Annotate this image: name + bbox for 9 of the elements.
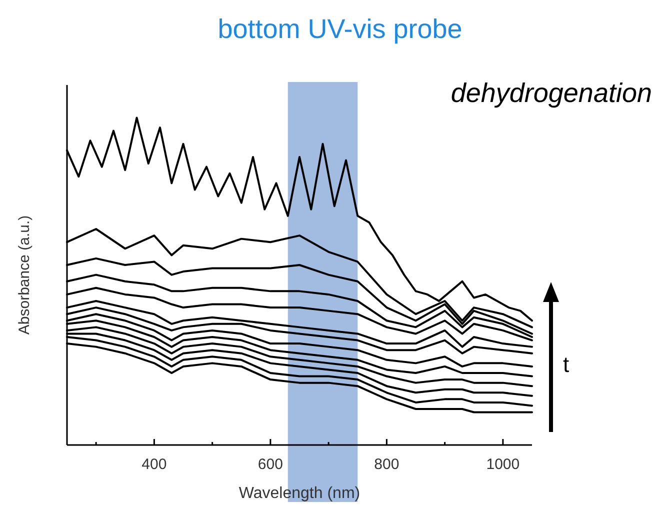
x-tick-label: 600 [258, 456, 283, 473]
x-tick-label: 1000 [486, 456, 520, 473]
text: dehydrogenation [450, 78, 652, 108]
x-tick-label: 800 [374, 456, 400, 473]
y-axis-title: Absorbance (a.u.) [16, 215, 33, 335]
text: t [563, 352, 570, 377]
x-axis-title: Wavelength (nm) [238, 485, 360, 502]
chart-title: bottom UV-vis probe [218, 14, 462, 44]
x-tick-label: 400 [142, 456, 167, 473]
